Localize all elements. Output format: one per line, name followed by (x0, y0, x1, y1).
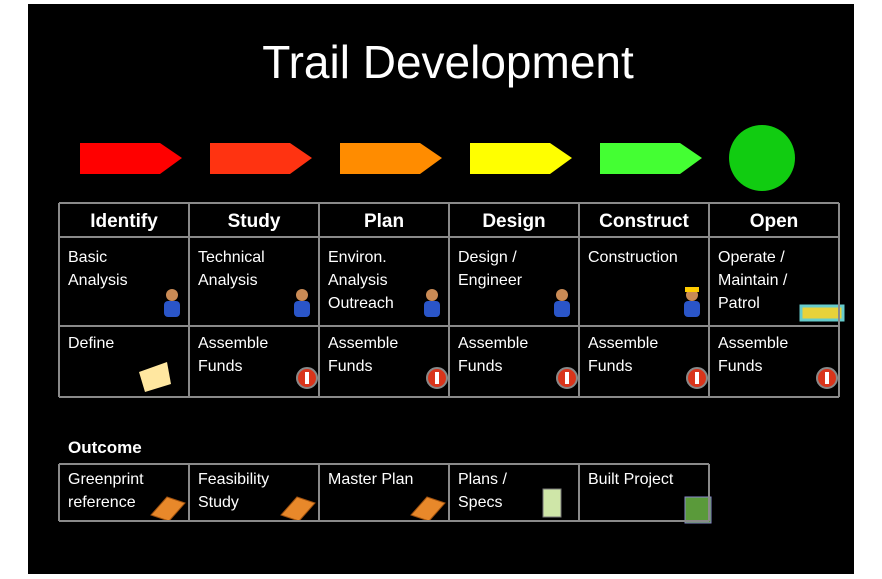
cell-text: Funds (588, 358, 632, 375)
cell-text: Funds (458, 358, 502, 375)
cell-text: Basic (68, 249, 107, 266)
icon-head (166, 289, 178, 301)
icon-money-mark (305, 372, 309, 384)
phase-header: Study (228, 211, 281, 232)
phase-arrow (340, 143, 442, 174)
cell-text: Funds (328, 358, 372, 375)
cell-text: Define (68, 335, 114, 352)
cell-text: Specs (458, 494, 502, 511)
icon-book (280, 496, 316, 522)
phase-circle (729, 125, 795, 191)
cell-text: Construction (588, 249, 678, 266)
cell-text: Operate / (718, 249, 785, 266)
phase-arrow (210, 143, 312, 174)
cell-text: Maintain / (718, 272, 788, 289)
cell-text: Environ. (328, 249, 387, 266)
cell-text: Study (198, 494, 239, 511)
cell-text: Analysis (328, 272, 388, 289)
icon-body (424, 301, 440, 317)
cell-text: Technical (198, 249, 265, 266)
icon-body (684, 301, 700, 317)
icon-head (426, 289, 438, 301)
cell-text: reference (68, 494, 136, 511)
outcome-label: Outcome (68, 438, 142, 457)
phase-header: Open (750, 211, 799, 232)
cell-text: Funds (718, 358, 762, 375)
cell-text: Analysis (198, 272, 258, 289)
icon-hat (685, 287, 699, 292)
cell-text: Master Plan (328, 471, 413, 488)
cell-text: Assemble (588, 335, 658, 352)
icon-book (150, 496, 186, 522)
cell-text: Feasibility (198, 471, 269, 488)
phase-arrow (600, 143, 702, 174)
icon-body (294, 301, 310, 317)
cell-text: Analysis (68, 272, 128, 289)
icon-body (164, 301, 180, 317)
cell-text: Engineer (458, 272, 523, 289)
background (28, 4, 854, 574)
icon-body (554, 301, 570, 317)
phase-header: Design (482, 211, 545, 232)
cell-text: Funds (198, 358, 242, 375)
cell-text: Assemble (328, 335, 398, 352)
icon-sponge (799, 304, 845, 322)
icon-money-mark (825, 372, 829, 384)
cell-text: Assemble (718, 335, 788, 352)
cell-text: Plans / (458, 471, 507, 488)
title: Trail Development (262, 36, 634, 88)
icon-doc (542, 488, 562, 518)
cell-text: Patrol (718, 295, 760, 312)
icon-head (296, 289, 308, 301)
icon-money-mark (695, 372, 699, 384)
cell-text: Greenprint (68, 471, 144, 488)
phase-arrow (80, 143, 182, 174)
icon-note (139, 362, 171, 392)
icon-road (684, 496, 712, 524)
icon-money-mark (435, 372, 439, 384)
icon-money-mark (565, 372, 569, 384)
phase-header: Identify (90, 211, 158, 232)
icon-head (556, 289, 568, 301)
phase-header: Plan (364, 211, 404, 232)
icon-book (410, 496, 446, 522)
cell-text: Design / (458, 249, 517, 266)
cell-text: Built Project (588, 471, 674, 488)
cell-text: Assemble (458, 335, 528, 352)
cell-text: Outreach (328, 295, 394, 312)
phase-header: Construct (599, 211, 689, 232)
phase-arrow (470, 143, 572, 174)
cell-text: Assemble (198, 335, 268, 352)
